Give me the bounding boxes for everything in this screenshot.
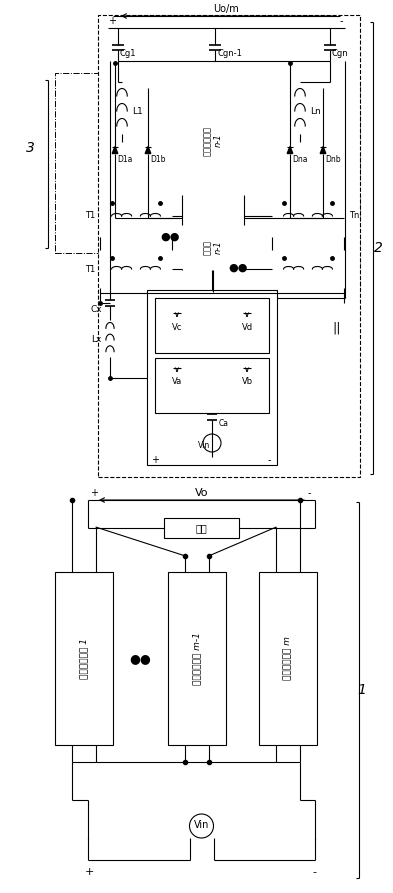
- Text: Va: Va: [172, 378, 182, 387]
- Text: Dnb: Dnb: [325, 155, 341, 164]
- Bar: [164, 518, 239, 538]
- Bar: [182, 225, 244, 270]
- Text: 全桥变换单元 m-1: 全桥变换单元 m-1: [193, 632, 202, 685]
- Text: +: +: [90, 488, 98, 498]
- Text: Cgn-1: Cgn-1: [217, 48, 242, 57]
- Text: Vo: Vo: [195, 488, 208, 498]
- Bar: [102, 82, 360, 242]
- Text: 全波整流单元
n-1: 全波整流单元 n-1: [203, 126, 223, 155]
- Text: T1: T1: [85, 264, 95, 273]
- Text: Cx: Cx: [90, 305, 102, 313]
- Text: +: +: [108, 16, 116, 26]
- Text: Lx: Lx: [92, 336, 102, 345]
- Bar: [155, 298, 269, 353]
- Bar: [147, 290, 277, 465]
- Text: -: -: [307, 488, 311, 498]
- Text: Vin: Vin: [198, 440, 210, 449]
- Polygon shape: [287, 146, 293, 154]
- Bar: [100, 195, 172, 237]
- Text: +: +: [84, 867, 94, 877]
- Text: ●●: ●●: [160, 232, 180, 242]
- Polygon shape: [112, 146, 118, 154]
- Text: Ca: Ca: [219, 419, 229, 428]
- Text: 全桥变换单元 1: 全桥变换单元 1: [79, 638, 88, 679]
- Text: Ln: Ln: [310, 106, 321, 115]
- Text: +: +: [151, 455, 159, 465]
- Bar: [168, 572, 226, 745]
- Polygon shape: [320, 146, 326, 154]
- Text: 全桥变换单元 m: 全桥变换单元 m: [283, 637, 292, 680]
- Text: Vin: Vin: [194, 820, 209, 830]
- Bar: [259, 572, 317, 745]
- Text: 3: 3: [26, 141, 35, 155]
- Text: Dna: Dna: [292, 155, 307, 164]
- Text: -: -: [267, 455, 271, 465]
- Bar: [55, 73, 245, 253]
- Text: ●●: ●●: [130, 652, 151, 665]
- Text: Vc: Vc: [172, 322, 182, 331]
- Text: 变压器
n-1: 变压器 n-1: [203, 240, 223, 255]
- Bar: [182, 88, 244, 193]
- Bar: [272, 195, 344, 237]
- Text: -: -: [312, 867, 316, 877]
- Text: ||: ||: [333, 321, 341, 335]
- Text: ●●: ●●: [228, 263, 248, 273]
- Polygon shape: [145, 146, 151, 154]
- Text: Cg1: Cg1: [120, 48, 136, 57]
- Text: Cgn: Cgn: [332, 48, 349, 57]
- Text: 2: 2: [374, 241, 382, 255]
- Bar: [100, 250, 172, 288]
- Bar: [102, 232, 360, 294]
- Bar: [55, 572, 113, 745]
- Bar: [155, 358, 269, 413]
- Text: -: -: [339, 16, 343, 26]
- Bar: [272, 250, 344, 288]
- Text: L1: L1: [132, 106, 143, 115]
- Text: 1: 1: [358, 683, 366, 697]
- Text: D1b: D1b: [150, 155, 165, 164]
- Text: T1: T1: [85, 212, 95, 221]
- Bar: [98, 15, 360, 477]
- Text: Tn: Tn: [349, 212, 359, 221]
- Text: Vd: Vd: [241, 322, 253, 331]
- Text: Uo/m: Uo/m: [214, 4, 239, 14]
- Text: 负载: 负载: [196, 523, 208, 533]
- Text: D1a: D1a: [117, 155, 132, 164]
- Text: Vb: Vb: [241, 378, 253, 387]
